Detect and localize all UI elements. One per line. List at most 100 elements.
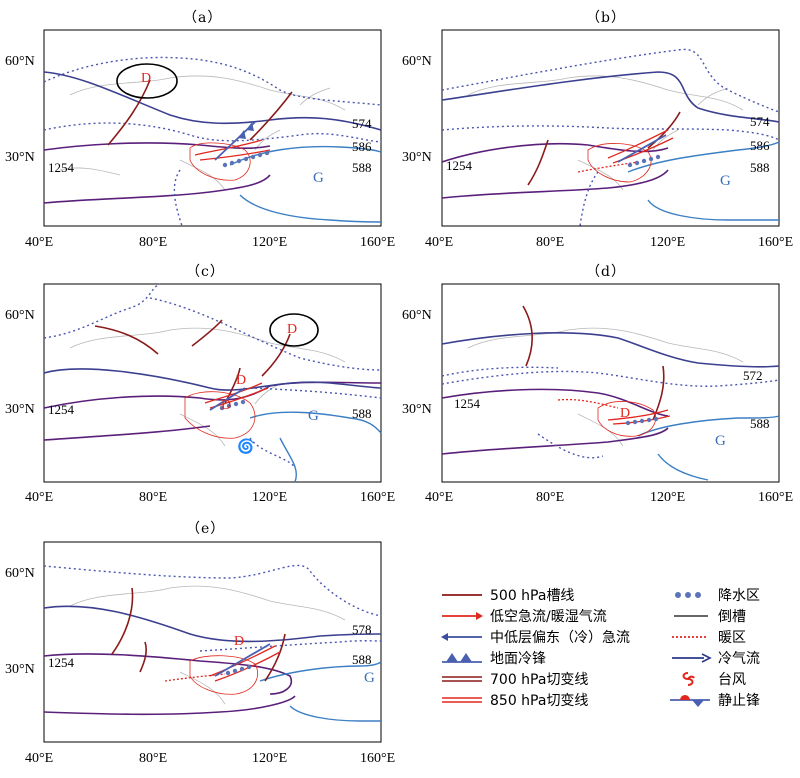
x-tick-label: 160°E [360,751,396,766]
low-label: D [620,406,631,421]
legend-label: 850 hPa切变线 [490,693,589,709]
map-frame [43,29,382,227]
contour-navy [43,605,382,643]
y-tick-label: 30°N [402,150,432,165]
contour-purple-1254 [441,388,669,417]
map-e [43,541,382,743]
x-tick-label: 80°E [536,235,565,250]
contour-blue [249,411,382,483]
warm-area [557,398,619,409]
x-tick-label: 80°E [139,235,168,250]
map-frame [441,283,780,483]
legend-label: 静止锋 [718,693,760,709]
x-tick-label: 40°E [25,751,54,766]
contour-dotted [43,283,382,469]
x-tick-label: 40°E [425,490,454,505]
contour-navy [43,71,382,131]
contour-blue [259,661,382,722]
legend-label: 500 hPa槽线 [490,588,575,604]
typhoon-icon [682,672,695,686]
y-tick-label: 60°N [402,308,432,323]
legend-item-shear700: 700 hPa切变线 [440,669,588,689]
trough-500 [522,305,665,421]
contour-dotted [43,564,382,652]
cold-front [209,387,246,411]
panel-title: （e） [186,521,226,537]
contour-label: 1254 [446,158,472,173]
rain-dots [627,154,661,168]
high-label: G [308,408,319,424]
x-tick-label: 120°E [252,751,288,766]
contour-label: 586 [750,138,770,153]
shear-lines [209,645,281,682]
rain-dots [625,416,659,426]
coastline [69,585,346,705]
x-tick-label: 160°E [758,235,794,250]
high-label: G [720,173,731,189]
x-tick-label: 40°E [25,235,54,250]
contour-label: 588 [352,652,372,667]
contour-purple [43,695,296,716]
contour-purple [441,427,669,455]
x-tick-label: 160°E [360,490,396,505]
contour-navy [441,332,780,368]
legend-item-invtrough: 倒槽 [668,606,746,626]
contour-label: 578 [352,622,372,637]
rain-area-outline [189,142,251,181]
legend-label: 冷气流 [718,651,760,667]
map-a [43,29,382,227]
cold-front-teeth [238,122,254,139]
legend-item-warm: 暖区 [668,627,746,647]
x-tick-label: 120°E [650,490,686,505]
x-tick-label: 40°E [425,235,454,250]
legend-item-lljet: 低空急流/暖湿气流 [440,606,607,626]
high-label: G [715,433,726,449]
coastline [59,75,346,191]
panel-b: （b） 60°N 30°N 40°E 80°E 120°E 160°E 574 … [398,0,800,260]
x-tick-label: 160°E [360,235,396,250]
y-tick-label: 60°N [5,566,35,581]
cold-arrow-icon [672,653,712,663]
y-tick-label: 30°N [402,402,432,417]
legend-label: 低空急流/暖湿气流 [490,609,607,625]
x-tick-label: 80°E [139,490,168,505]
legend-item-midjet: 中低层偏东（冷）急流 [440,627,630,647]
legend-label: 地面冷锋 [490,651,546,667]
contour-label: 574 [750,114,770,129]
inverted-trough-icon [674,615,708,617]
high-label: G [313,170,324,186]
warm-dotted-icon [672,636,708,638]
legend-label: 倒槽 [718,609,746,625]
low-label: D [236,373,247,388]
map-frame [43,541,382,743]
x-tick-label: 80°E [139,751,168,766]
contour-label: 588 [352,160,372,175]
legend-label: 台风 [718,672,746,688]
contour-purple-1254 [43,142,271,151]
contour-label: 572 [743,368,763,383]
panel-e: （e） 60°N 30°N 40°E 80°E 120°E 160°E 578 … [0,516,400,778]
low-ellipse [116,63,178,99]
panel-a: （a） 60°N 30°N 40°E 80°E 120°E 160°E 574 … [0,0,400,260]
low-label: D [287,322,298,337]
cold-front-icon [442,653,482,663]
trough-line-icon [442,594,482,596]
y-tick-label: 60°N [5,54,35,69]
panel-title: （d） [586,264,626,280]
rain-dots [225,664,252,676]
contour-label: 586 [352,139,372,154]
x-tick-label: 40°E [25,490,54,505]
rain-area-outline [184,391,256,439]
panel-title: （a） [183,10,223,26]
x-tick-label: 120°E [252,235,288,250]
contour-blue [627,141,780,221]
contour-label: 574 [352,116,372,131]
legend-item-trough500: 500 hPa槽线 [440,585,574,605]
legend-item-coldflow: 冷气流 [668,648,760,668]
low-label: D [221,398,232,413]
map-c: 🌀 [43,283,382,483]
low-label: D [234,634,245,649]
y-tick-label: 60°N [402,54,432,69]
x-tick-label: 160°E [758,490,794,505]
legend-label: 700 hPa切变线 [490,672,589,688]
